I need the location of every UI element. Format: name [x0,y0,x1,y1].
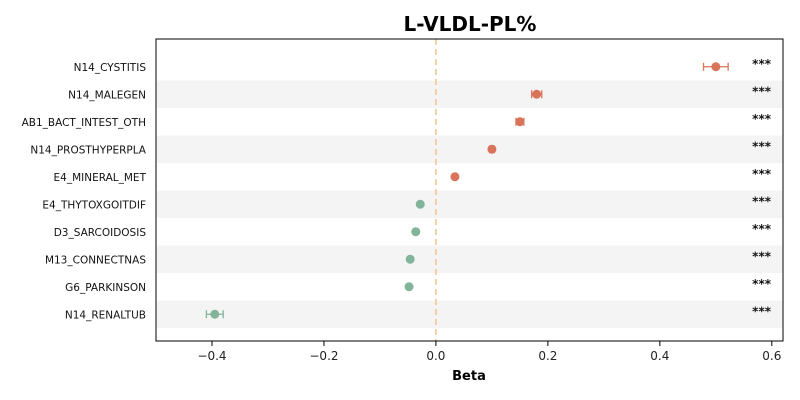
data-points [210,62,721,319]
significance-label: *** [752,222,772,236]
significance-label: *** [752,112,772,126]
row-band [157,300,782,328]
row-band [157,245,782,273]
category-label: AB1_BACT_INTEST_OTH [22,117,146,129]
chart-title: L-VLDL-PL% [404,12,537,36]
data-point [411,227,421,237]
category-label: N14_PROSTHYPERPLA [30,144,146,156]
category-labels: N14_CYSTITIS N14_MALEGEN AB1_BACT_INTEST_O… [22,62,147,322]
category-label: N14_MALEGEN [68,89,146,101]
category-label: G6_PARKINSON [65,282,146,294]
x-tick-label: 0.2 [538,349,557,363]
row-band [157,80,782,108]
data-point [515,117,525,127]
significance-label: *** [752,57,772,71]
data-point [532,89,542,99]
significance-label: *** [752,167,772,181]
category-label: E4_MINERAL_MET [54,172,147,184]
significance-label: *** [752,249,772,263]
data-point [415,199,425,209]
plot-frame [155,38,784,342]
significance-label: *** [752,194,772,208]
significance-labels: *** *** *** *** *** *** *** *** *** *** [752,57,772,319]
x-tick-label: −0.2 [309,349,338,363]
significance-label: *** [752,304,772,318]
data-point [210,309,220,319]
data-point [450,172,460,182]
data-point [487,144,497,154]
data-point [711,62,721,72]
row-band [157,135,782,163]
category-label: N14_RENALTUB [65,309,146,321]
row-band [157,190,782,218]
category-label: M13_CONNECTNAS [45,254,146,266]
data-point [404,282,414,292]
x-tick-label: −0.4 [197,349,226,363]
row-bands [157,80,782,328]
category-label: E4_THYTOXGOITDIF [42,199,146,211]
x-tick-label: 0.4 [650,349,669,363]
x-tick-label: 0.6 [762,349,781,363]
data-point [405,254,415,264]
x-axis-label: Beta [452,369,486,384]
category-label: D3_SARCOIDOSIS [54,227,147,239]
significance-label: *** [752,139,772,153]
significance-label: *** [752,277,772,291]
x-axis: −0.4 −0.2 0.0 0.2 0.4 0.6 [197,341,781,363]
x-tick-label: 0.0 [426,349,445,363]
category-label: N14_CYSTITIS [74,62,147,74]
significance-label: *** [752,84,772,98]
